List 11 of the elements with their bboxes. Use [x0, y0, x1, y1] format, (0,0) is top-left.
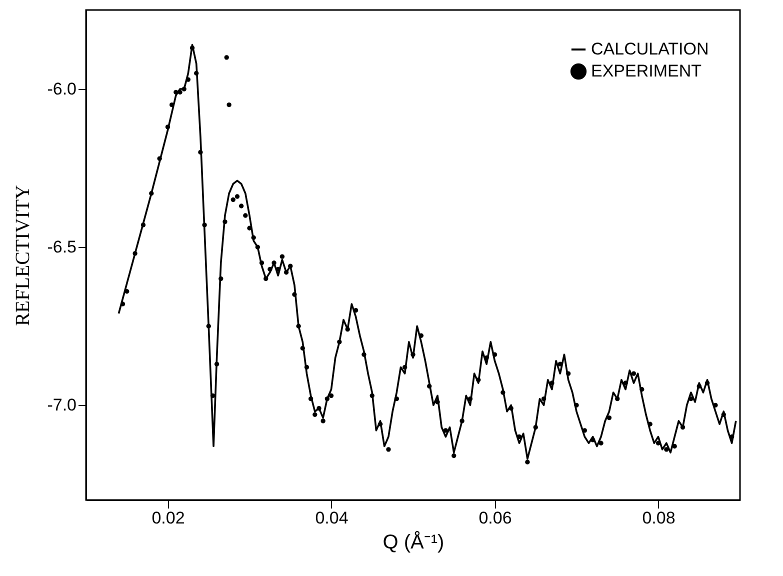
legend-label: EXPERIMENT	[591, 62, 702, 80]
x-tick-label: 0.08	[642, 508, 676, 528]
y-tick-label: -6.5	[47, 238, 76, 257]
x-tick-label: 0.06	[478, 508, 512, 528]
x-tick-label: 0.04	[315, 508, 348, 528]
y-axis-title: REFLECTIVITY	[12, 184, 34, 326]
x-tick-label: 0.02	[152, 508, 185, 528]
y-tick-label: -7.0	[47, 396, 76, 415]
x-axis-title: Q (Å⁻¹)	[382, 530, 444, 554]
y-tick-label: -6.0	[47, 80, 76, 99]
legend-label: CALCULATION	[591, 40, 709, 58]
